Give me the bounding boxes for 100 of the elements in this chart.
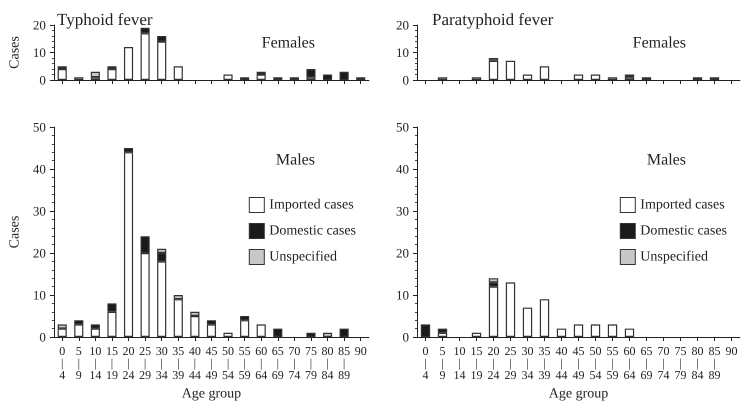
bar xyxy=(608,324,618,337)
bar xyxy=(124,152,134,337)
bar xyxy=(90,72,100,78)
chart-title: Typhoid fever xyxy=(57,10,153,29)
x-tick-label: 0 | 4 xyxy=(422,344,428,382)
y-tick-label: 50 xyxy=(396,120,409,134)
x-tick-label: 45 | 49 xyxy=(572,344,584,382)
x-tick-label: 90 xyxy=(726,344,738,358)
bar xyxy=(124,47,134,80)
bar xyxy=(488,278,498,282)
bar xyxy=(174,66,183,80)
bar xyxy=(240,320,250,337)
bar xyxy=(174,299,183,337)
x-tick-label: 55 | 59 xyxy=(606,344,618,382)
bar xyxy=(190,316,200,337)
y-tick-label: 10 xyxy=(32,288,46,302)
bar xyxy=(306,69,316,78)
bar xyxy=(256,74,266,80)
legend-label: Unspecified xyxy=(640,250,708,264)
x-tick-label: 60 | 64 xyxy=(255,344,268,382)
bar xyxy=(206,324,216,337)
x-tick-label: 70 | 74 xyxy=(288,344,300,382)
x-tick-label: 85 | 89 xyxy=(338,344,350,382)
x-tick-label: 40 | 44 xyxy=(188,344,201,382)
y-tick-label: 40 xyxy=(32,162,46,176)
bar xyxy=(472,332,482,337)
annotation: Females xyxy=(632,34,686,52)
legend-label: Unspecified xyxy=(269,250,337,264)
bar xyxy=(574,324,584,337)
y-axis-title: Cases xyxy=(8,36,22,69)
x-tick-label: 20 | 24 xyxy=(122,344,135,382)
y-tick-label: 0 xyxy=(402,330,409,344)
bar xyxy=(90,328,100,337)
bar xyxy=(506,282,516,337)
bar xyxy=(58,328,67,337)
x-tick-label: 75 | 79 xyxy=(304,344,317,382)
bar xyxy=(624,328,634,337)
x-tick-label: 35 | 39 xyxy=(172,344,184,382)
x-tick-label: 25 | 29 xyxy=(139,344,152,382)
annotation: Females xyxy=(262,34,316,52)
x-axis-title: Age group xyxy=(548,386,608,402)
x-tick-label: 85 | 89 xyxy=(708,344,720,382)
y-tick-label: 0 xyxy=(402,72,409,88)
bar xyxy=(590,74,600,80)
bar xyxy=(438,332,448,337)
x-tick-label: 10 | 14 xyxy=(454,344,466,382)
x-tick-label: 45 | 49 xyxy=(205,344,218,382)
bar xyxy=(556,328,566,337)
bar xyxy=(256,324,266,337)
x-tick-label: 50 | 54 xyxy=(222,344,234,382)
annotation: Males xyxy=(646,152,686,168)
x-tick-label: 60 | 64 xyxy=(624,344,636,382)
y-tick-label: 10 xyxy=(396,45,409,60)
bar xyxy=(590,324,600,337)
bar xyxy=(522,74,532,80)
y-tick-label: 20 xyxy=(396,246,409,260)
x-tick-label: 90 xyxy=(354,344,367,358)
x-axis-title: Age group xyxy=(182,386,242,402)
x-tick-label: 80 | 84 xyxy=(692,344,704,382)
y-tick-label: 30 xyxy=(396,204,409,218)
x-tick-label: 20 | 24 xyxy=(488,344,500,382)
legend-label: Imported cases xyxy=(269,198,354,212)
x-tick-label: 10 | 14 xyxy=(89,344,102,382)
x-tick-label: 65 | 69 xyxy=(640,344,652,382)
legend-label: Domestic cases xyxy=(640,224,728,238)
x-tick-label: 70 | 74 xyxy=(658,344,670,382)
x-tick-label: 30 | 34 xyxy=(522,344,534,382)
x-tick-label: 80 | 84 xyxy=(322,344,334,382)
bar xyxy=(540,66,550,80)
x-tick-label: 75 | 79 xyxy=(674,344,686,382)
bar xyxy=(223,332,233,337)
y-tick-label: 20 xyxy=(32,18,46,32)
annotation: Males xyxy=(276,152,316,168)
bar xyxy=(58,69,67,80)
chart-title: Paratyphoid fever xyxy=(432,10,554,29)
bar xyxy=(438,328,448,333)
x-tick-label: 0 | 4 xyxy=(59,344,66,382)
bar xyxy=(107,69,117,80)
bar xyxy=(322,332,332,337)
x-tick-label: 50 | 54 xyxy=(590,344,602,382)
x-tick-label: 30 | 34 xyxy=(156,344,168,382)
x-tick-label: 5 | 9 xyxy=(76,344,82,382)
bar xyxy=(574,74,584,80)
y-axis-title: Cases xyxy=(8,216,22,248)
bar xyxy=(488,286,498,337)
bar xyxy=(74,324,84,337)
y-tick-label: 40 xyxy=(396,162,409,176)
y-tick-label: 50 xyxy=(32,120,46,134)
bar xyxy=(506,60,516,80)
x-tick-label: 5 | 9 xyxy=(440,344,446,382)
legend-label: Domestic cases xyxy=(269,224,356,238)
x-tick-label: 35 | 39 xyxy=(538,344,550,382)
bar xyxy=(488,60,498,80)
y-tick-label: 30 xyxy=(32,204,46,218)
x-tick-label: 55 | 59 xyxy=(238,344,251,382)
bar xyxy=(223,74,233,80)
x-tick-label: 25 | 29 xyxy=(504,344,516,382)
y-tick-label: 0 xyxy=(39,72,46,88)
bar xyxy=(522,308,532,337)
x-tick-label: 65 | 69 xyxy=(272,344,284,382)
